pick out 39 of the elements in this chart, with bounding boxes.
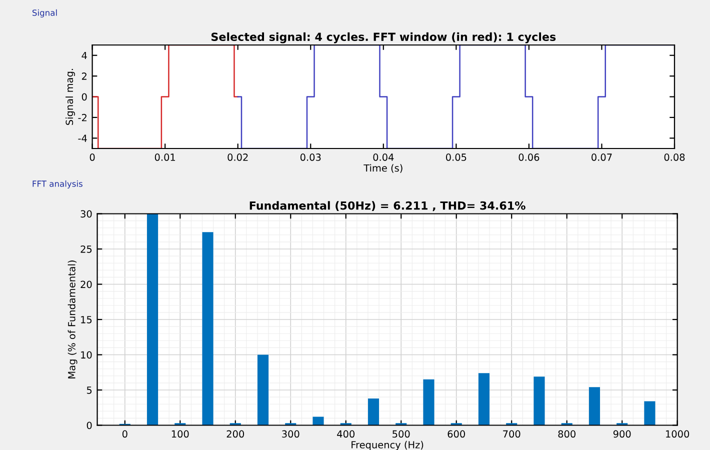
x-tick-label: 0.02 <box>228 154 248 161</box>
x-tick-label: 100 <box>172 430 189 438</box>
y-tick-label: 20 <box>80 280 92 288</box>
x-tick-label: 0.04 <box>373 154 394 161</box>
x-tick-label: 0 <box>122 430 128 438</box>
y-tick-label: 0 <box>82 93 87 101</box>
x-tick-label: 500 <box>392 430 410 438</box>
y-tick-label: 10 <box>81 351 92 359</box>
y-tick-label: 5 <box>86 386 92 394</box>
y-tick-label: 4 <box>82 52 87 60</box>
y-tick-label: 15 <box>81 316 92 324</box>
x-tick-label: 0.05 <box>446 154 466 161</box>
y-tick-label: 30 <box>80 210 92 218</box>
x-tick-label: 400 <box>337 430 355 438</box>
x-tick-label: 600 <box>448 430 465 438</box>
x-tick-label: 0.08 <box>664 154 685 161</box>
x-axis-title: Frequency (Hz) <box>352 440 424 450</box>
x-tick-label: 300 <box>282 430 300 438</box>
x-tick-label: 0.01 <box>154 154 175 161</box>
x-tick-label: 900 <box>613 430 631 438</box>
x-tick-label: 200 <box>226 430 244 438</box>
y-axis-title: Signal mag. <box>66 68 75 125</box>
x-axis-title: Time (s) <box>364 164 402 173</box>
chart-title: Fundamental (50Hz) = 6.211 , THD= 34.61% <box>250 201 526 212</box>
y-tick-label: 25 <box>80 245 92 253</box>
y-axis-title: Mag (% of Fundamental) <box>68 260 78 378</box>
text: FFT analysis <box>32 180 82 188</box>
x-tick-label: 0.03 <box>300 154 321 161</box>
x-tick-label: 1000 <box>666 430 690 438</box>
x-tick-label: 0.07 <box>592 154 612 161</box>
y-tick-label: 0 <box>86 422 92 430</box>
y-tick-label: 2 <box>82 72 86 80</box>
chart-title: Selected signal: 4 cycles. FFT window (in red): 1 cycles <box>211 32 556 44</box>
text: Signal <box>32 9 57 18</box>
y-tick-label: -2 <box>78 114 86 122</box>
y-tick-label: -4 <box>78 134 87 142</box>
x-tick-label: 0.06 <box>518 154 540 161</box>
x-tick-label: 700 <box>503 430 520 438</box>
x-tick-label: 800 <box>558 430 576 438</box>
